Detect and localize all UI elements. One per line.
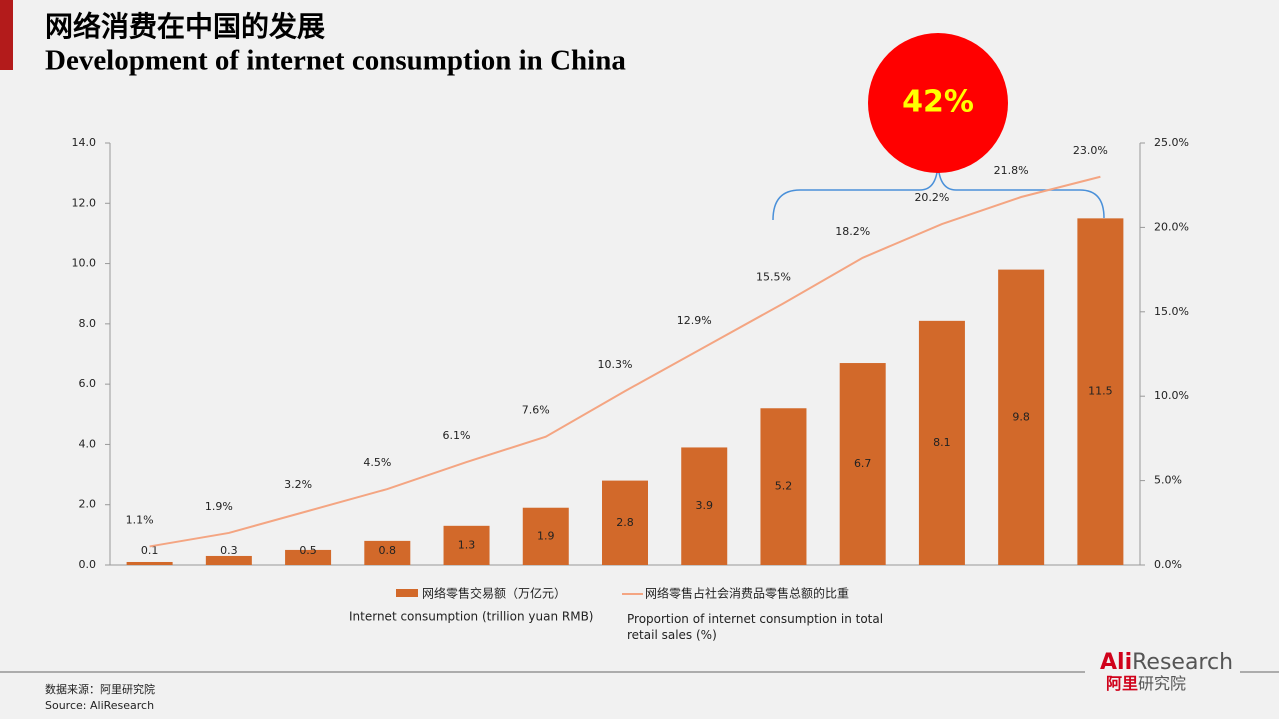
source-cn: 数据来源：阿里研究院 xyxy=(45,682,155,696)
data-label: 3.2% xyxy=(284,478,312,491)
legend-label: 网络零售交易额（万亿元） xyxy=(422,586,566,601)
y2-tick-label: 25.0% xyxy=(1154,136,1189,149)
y-tick-label: 10.0 xyxy=(72,257,97,270)
y2-tick-label: 20.0% xyxy=(1154,220,1189,233)
data-label: 20.2% xyxy=(914,191,949,204)
data-label: 1.9% xyxy=(205,500,233,513)
y2-tick-label: 15.0% xyxy=(1154,305,1189,318)
data-label: 7.6% xyxy=(522,404,550,417)
data-label: 15.5% xyxy=(756,270,791,283)
data-label: 1.3 xyxy=(458,538,476,551)
data-label: 9.8 xyxy=(1012,410,1030,423)
data-label: 0.1 xyxy=(141,544,159,557)
y-tick-label: 4.0 xyxy=(79,437,97,450)
bar xyxy=(839,363,886,565)
bar xyxy=(522,507,569,565)
line xyxy=(149,175,1101,548)
bar xyxy=(126,561,173,565)
bar xyxy=(998,269,1045,565)
data-label: 11.5 xyxy=(1088,385,1113,398)
chart-title: 网络消费在中国的发展 xyxy=(45,10,325,43)
data-label: 0.8 xyxy=(379,544,397,557)
data-label: 18.2% xyxy=(835,225,870,238)
source-en: Source: AliResearch xyxy=(45,699,154,712)
chart-subtitle: Development of internet consumption in C… xyxy=(45,45,626,77)
y2-tick-label: 5.0% xyxy=(1154,474,1182,487)
logo: AliResearch xyxy=(1100,650,1233,675)
data-label: 1.1% xyxy=(126,513,154,526)
y-tick-label: 8.0 xyxy=(79,317,97,330)
data-label: 21.8% xyxy=(994,164,1029,177)
data-label: 0.3 xyxy=(220,544,238,557)
data-label: 6.1% xyxy=(443,429,471,442)
data-label: 1.9 xyxy=(537,529,555,542)
y2-tick-label: 10.0% xyxy=(1154,389,1189,402)
data-label: 23.0% xyxy=(1073,144,1108,157)
bar xyxy=(205,555,252,565)
bar xyxy=(1077,218,1124,565)
bar xyxy=(681,447,728,565)
y-tick-label: 14.0 xyxy=(72,136,97,149)
data-label: 10.3% xyxy=(598,358,633,371)
y-tick-label: 6.0 xyxy=(79,377,97,390)
data-label: 6.7 xyxy=(854,457,872,470)
y2-tick-label: 0.0% xyxy=(1154,558,1182,571)
bar xyxy=(364,540,411,565)
annotation: 42% xyxy=(902,85,974,120)
bar xyxy=(285,549,332,565)
y-tick-label: 12.0 xyxy=(72,196,97,209)
legend-swatch xyxy=(396,589,418,597)
bar xyxy=(760,408,807,565)
legend-note: Proportion of internet consumption in to… xyxy=(627,612,884,642)
data-label: 8.1 xyxy=(933,436,951,449)
data-label: 3.9 xyxy=(695,499,713,512)
data-label: 12.9% xyxy=(677,314,712,327)
data-label: 5.2 xyxy=(775,480,793,493)
logo-cn: 阿里研究院 xyxy=(1106,674,1186,693)
accent-bar xyxy=(0,0,13,70)
bar xyxy=(602,480,648,565)
data-label: 0.5 xyxy=(299,544,317,557)
bar xyxy=(443,525,490,565)
data-label: 2.8 xyxy=(616,516,634,529)
data-label: 4.5% xyxy=(363,456,391,469)
legend-label: 网络零售占社会消费品零售总额的比重 xyxy=(645,586,849,601)
y-tick-label: 0.0 xyxy=(79,558,97,571)
y-tick-label: 2.0 xyxy=(79,498,97,511)
highlight-circle xyxy=(868,33,1008,173)
legend-note: Internet consumption (trillion yuan RMB) xyxy=(349,610,593,624)
bar xyxy=(918,320,965,565)
